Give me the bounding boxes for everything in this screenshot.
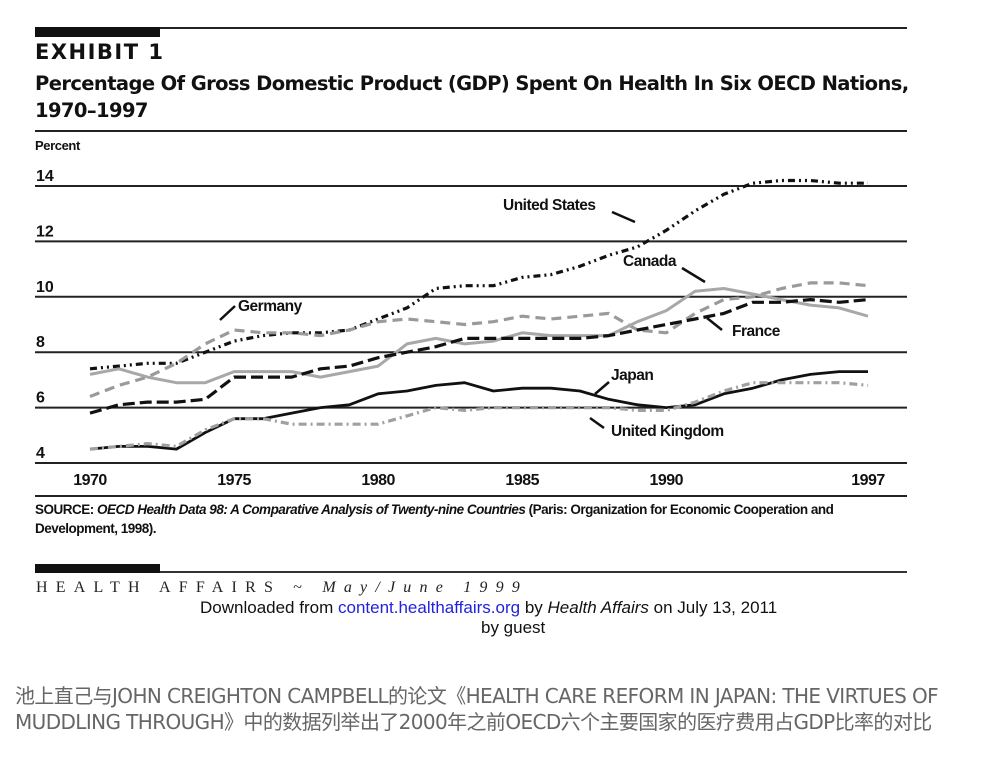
- y-tick-label: 6: [36, 390, 45, 407]
- top-accent-bar: [35, 27, 160, 37]
- chart-title-line2: 1970–1997: [35, 99, 149, 122]
- journal-separator: ~: [293, 579, 311, 596]
- y-axis-label: Percent: [35, 138, 80, 153]
- leader-line-france: [706, 317, 723, 331]
- series-line-canada: [89, 287, 869, 385]
- annotation-united-states: United States: [503, 197, 596, 214]
- download-date: on July 13, 2011: [653, 598, 778, 617]
- x-tick-label: 1980: [361, 472, 395, 489]
- footer-rule: [35, 571, 907, 573]
- footer-accent-bar: [35, 564, 160, 573]
- annotation-germany: Germany: [238, 298, 303, 315]
- source-title: OECD Health Data 98: A Comparative Analy…: [97, 502, 526, 517]
- image-caption: 池上直己与JOHN CREIGHTON CAMPBELL的论文《HEALTH C…: [15, 684, 939, 734]
- annotation-canada: Canada: [623, 253, 677, 270]
- chart-title-line1: Percentage Of Gross Domestic Product (GD…: [35, 72, 909, 95]
- exhibit-label: EXHIBIT 1: [35, 40, 165, 64]
- download-notice: Downloaded from content.healthaffairs.or…: [200, 598, 777, 618]
- chart-title: Percentage Of Gross Domestic Product (GD…: [35, 70, 915, 124]
- y-tick-label: 12: [36, 223, 54, 240]
- source-prefix: SOURCE:: [35, 502, 94, 517]
- x-tick-label: 1990: [649, 472, 683, 489]
- title-rule: [35, 130, 907, 132]
- download-guest: by guest: [481, 618, 546, 637]
- source-note: SOURCE: OECD Health Data 98: A Comparati…: [35, 500, 895, 538]
- top-rule: [35, 27, 907, 29]
- journal-footer: HEALTH AFFAIRS ~ May/June 1999: [36, 579, 528, 597]
- y-tick-label: 4: [36, 445, 45, 462]
- x-tick-label: 1985: [505, 472, 539, 489]
- download-prefix: Downloaded from: [200, 598, 334, 617]
- leader-line-united-kingdom: [589, 416, 605, 430]
- leader-line-united-states: [611, 210, 636, 224]
- series-line-france: [89, 298, 869, 415]
- annotation-japan: Japan: [611, 367, 653, 384]
- y-tick-label: 8: [36, 334, 45, 351]
- line-chart: 4 6 8 10 12 14 1970 1975 1980 1985 1990 1997 Unite…: [35, 168, 907, 489]
- download-by: by: [524, 598, 543, 617]
- series-line-united-states: [89, 178, 868, 371]
- journal-issue: May/June 1999: [322, 579, 529, 596]
- x-tick-labels: 1970 1975 1980 1985 1990 1997: [73, 472, 886, 489]
- x-tick-label: 1975: [217, 472, 251, 489]
- series-line-united-kingdom: [89, 381, 869, 451]
- leader-line-japan: [594, 381, 610, 395]
- annotation-france: France: [732, 323, 781, 340]
- series-line-germany: [89, 281, 869, 398]
- series-line-japan: [89, 370, 868, 451]
- annotation-united-kingdom: United Kingdom: [611, 423, 724, 440]
- y-tick-labels: 4 6 8 10 12 14: [36, 168, 54, 462]
- x-tick-label: 1997: [851, 472, 885, 489]
- download-link[interactable]: content.healthaffairs.org: [337, 598, 521, 617]
- source-rest: (Paris: Organization for Economic Cooper…: [35, 502, 834, 536]
- y-tick-label: 10: [36, 279, 54, 296]
- download-publisher: Health Affairs: [547, 598, 649, 617]
- y-tick-label: 14: [36, 168, 54, 185]
- x-tick-label: 1970: [73, 472, 107, 489]
- series-lines: [89, 178, 869, 451]
- leader-line-germany: [219, 305, 236, 321]
- leader-line-canada: [681, 266, 706, 284]
- annotations: United States Germany Canada France Japan Uni…: [219, 197, 781, 440]
- journal-name: HEALTH AFFAIRS: [36, 579, 282, 596]
- source-rule: [35, 495, 907, 497]
